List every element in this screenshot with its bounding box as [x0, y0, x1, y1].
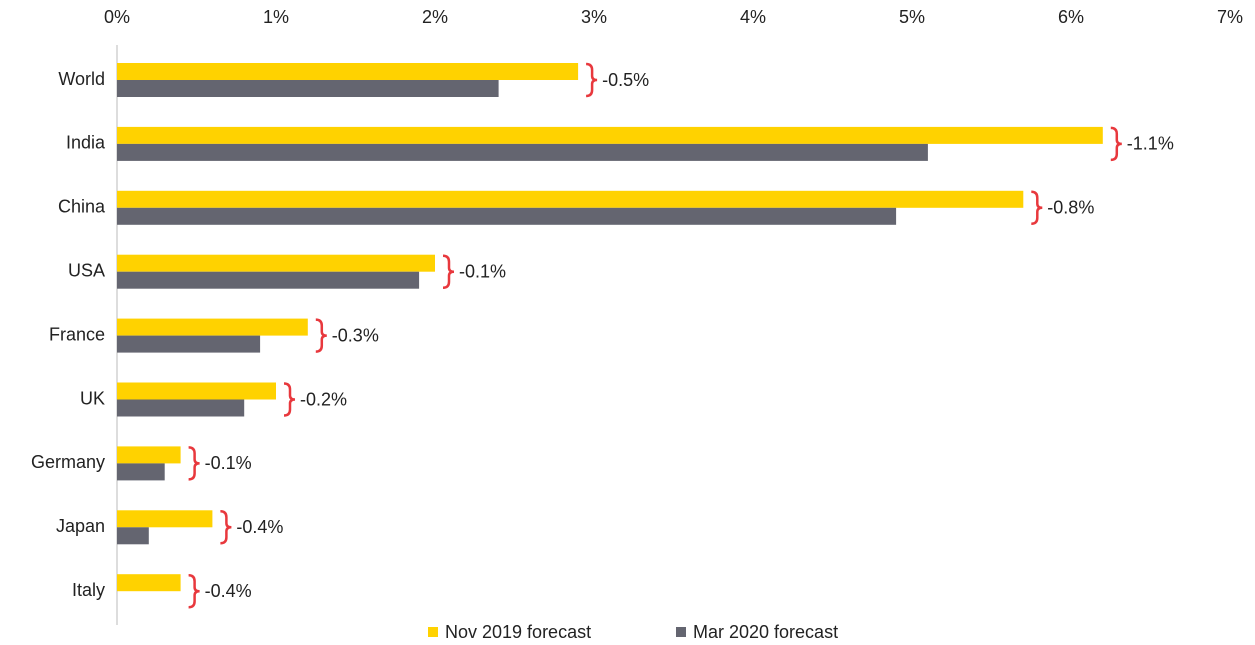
- annotation: -1.1%: [1127, 134, 1174, 154]
- legend-swatch: [428, 627, 438, 637]
- y-tick-label: France: [49, 324, 105, 344]
- y-tick-label: China: [58, 197, 106, 217]
- bar: [117, 574, 181, 592]
- bar: [117, 318, 308, 336]
- y-tick-label: Italy: [72, 580, 105, 600]
- brace: [188, 446, 200, 481]
- bar: [117, 463, 165, 481]
- annotation: -0.4%: [205, 581, 252, 601]
- bar: [117, 382, 276, 400]
- bar: [117, 143, 928, 161]
- annotation: -0.8%: [1047, 198, 1094, 218]
- bar: [117, 527, 149, 545]
- y-tick-label: UK: [80, 388, 105, 408]
- bar: [117, 446, 181, 464]
- x-tick-label: 0%: [104, 7, 130, 27]
- brace: [1110, 126, 1122, 162]
- annotation: -0.1%: [205, 453, 252, 473]
- annotation: -0.4%: [236, 517, 283, 537]
- brace: [586, 62, 598, 98]
- brace: [188, 573, 200, 609]
- annotation: -0.2%: [300, 389, 347, 409]
- bar: [117, 510, 213, 528]
- y-tick-label: Germany: [31, 452, 105, 472]
- bar: [117, 63, 579, 80]
- brace: [220, 510, 232, 545]
- brace: [1031, 190, 1043, 226]
- bar: [117, 80, 499, 97]
- bar: [117, 399, 245, 417]
- legend-label: Nov 2019 forecast: [445, 622, 591, 642]
- y-tick-label: USA: [68, 260, 105, 280]
- legend-label: Mar 2020 forecast: [693, 622, 838, 642]
- x-tick-label: 2%: [422, 7, 448, 27]
- annotation: -0.1%: [459, 261, 506, 281]
- brace: [315, 318, 327, 353]
- bar: [117, 254, 435, 272]
- y-tick-label: India: [66, 133, 106, 153]
- annotation: -0.5%: [602, 70, 649, 90]
- legend-swatch: [676, 627, 686, 637]
- x-tick-label: 3%: [581, 7, 607, 27]
- brace: [283, 382, 296, 417]
- x-tick-label: 5%: [899, 7, 925, 27]
- bar: [117, 190, 1024, 208]
- bar: [117, 335, 261, 353]
- brace: [442, 254, 455, 289]
- x-tick-label: 7%: [1217, 7, 1243, 27]
- x-tick-label: 6%: [1058, 7, 1084, 27]
- bar: [117, 271, 420, 289]
- bar: [117, 207, 897, 225]
- annotation: -0.3%: [332, 325, 379, 345]
- x-tick-label: 1%: [263, 7, 289, 27]
- y-tick-label: Japan: [56, 516, 105, 536]
- y-tick-label: World: [58, 69, 105, 89]
- bar: [117, 126, 1103, 144]
- x-tick-label: 4%: [740, 7, 766, 27]
